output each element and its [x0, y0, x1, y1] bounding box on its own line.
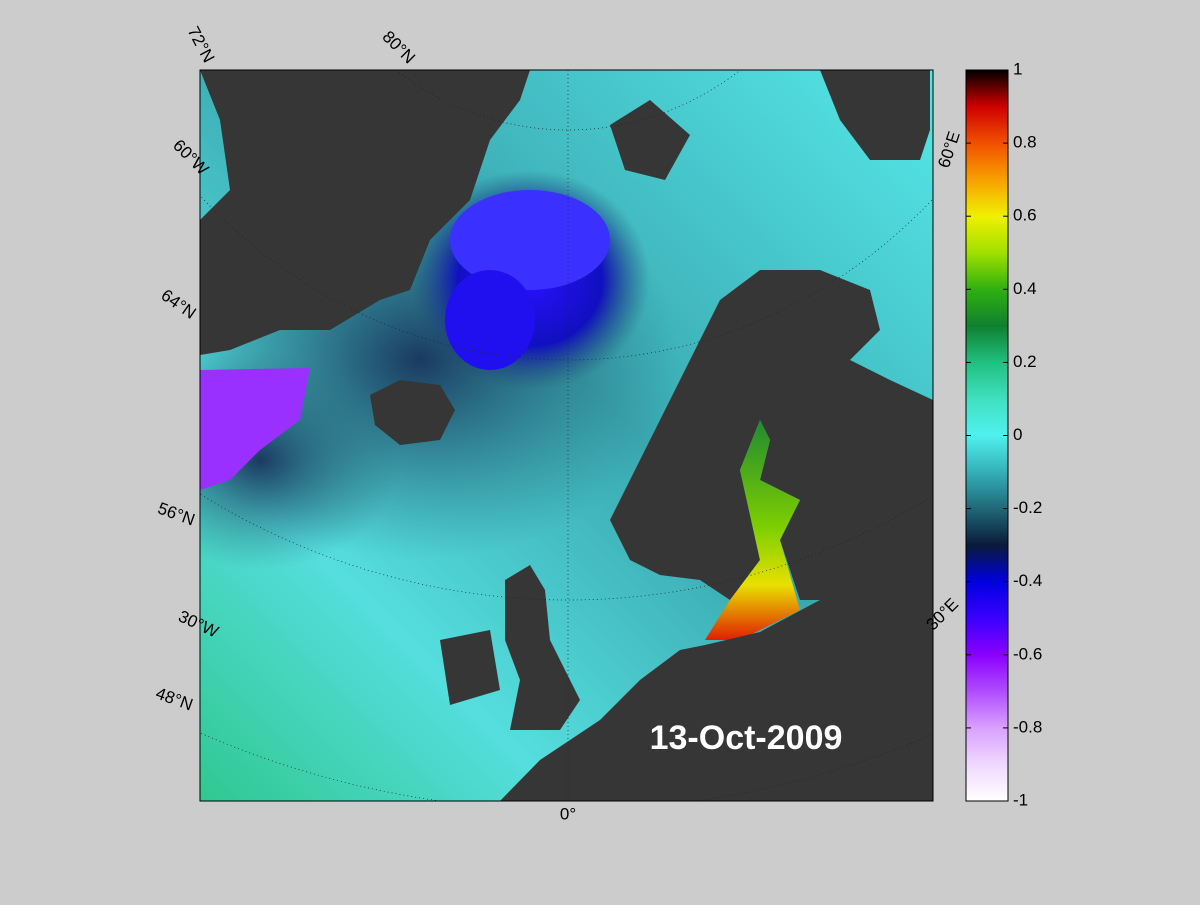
graticule-label: 80°N — [379, 27, 419, 67]
colorbar-tick-label: 0.8 — [1013, 133, 1037, 152]
colorbar: 1 0.8 0.6 0.4 0.2 0 -0.2 -0.4 -0.6 -0.8 -1 — [965, 59, 1042, 809]
colorbar-tick-label: -0.2 — [1013, 498, 1042, 517]
graticule-label: 56°N — [155, 499, 197, 530]
graticule-label: 60°E — [934, 129, 964, 170]
graticule-label: 72°N — [184, 23, 219, 65]
date-label: 13-Oct-2009 — [650, 719, 843, 757]
colorbar-fill — [965, 69, 1009, 802]
colorbar-tick-label: 0 — [1013, 425, 1022, 444]
graticule-label: 64°N — [158, 285, 200, 322]
colorbar-tick-label: 0.2 — [1013, 352, 1037, 371]
colorbar-tick-label: -0.8 — [1013, 717, 1042, 736]
graticule-label: 0° — [560, 804, 576, 823]
map-frame — [199, 69, 934, 802]
map — [200, 70, 933, 801]
colorbar-tick-label: 1 — [1013, 59, 1022, 78]
colorbar-tick-label: -0.6 — [1013, 644, 1042, 663]
colorbar-tick-label: -1 — [1013, 790, 1028, 809]
colorbar-tick-label: 0.4 — [1013, 279, 1037, 298]
graticule-label: 48°N — [153, 684, 195, 715]
colorbar-tick-label: 0.6 — [1013, 206, 1037, 225]
colorbar-tick-label: -0.4 — [1013, 571, 1042, 590]
